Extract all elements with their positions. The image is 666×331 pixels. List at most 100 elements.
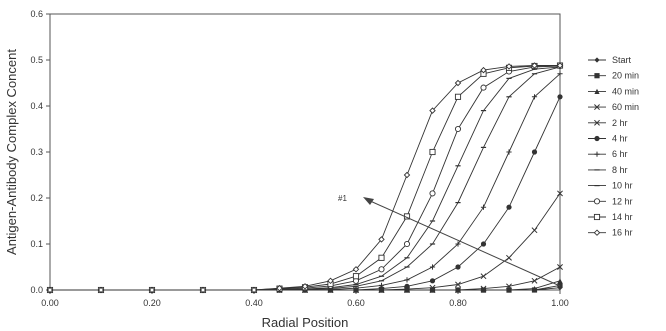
legend: Start 20 min 40 min 60 min 2 hr 4 hr 6 hr 8 hr 1… (588, 55, 639, 238)
y-tick-label: 0.0 (30, 285, 43, 295)
data-point (480, 273, 487, 280)
legend-item: 40 min (588, 86, 639, 96)
series-12-hr (46, 62, 564, 294)
data-point (531, 149, 538, 155)
data-point (480, 66, 487, 74)
data-point (403, 240, 411, 248)
data-point (557, 264, 563, 270)
data-point (505, 63, 513, 70)
data-point (556, 62, 564, 69)
x-tick-label: 0.20 (143, 298, 161, 308)
data-point (531, 62, 538, 69)
x-tick-label: 0.40 (245, 298, 263, 308)
legend-item: 10 hr (588, 181, 633, 191)
y-tick-label: 0.2 (30, 193, 43, 203)
series-14-hr (46, 62, 564, 294)
legend-item: 2 hr (588, 118, 628, 128)
series-4-hr (47, 94, 563, 293)
series-line-8-hr (50, 66, 561, 291)
data-point (480, 241, 487, 247)
legend-label: 16 hr (612, 228, 633, 238)
legend-label: 2 hr (612, 118, 628, 128)
x-axis-ticks: 0.00 0.20 0.40 0.60 0.80 1.00 (41, 290, 569, 308)
data-point (250, 286, 258, 294)
data-point (429, 107, 436, 114)
legend-label: 12 hr (612, 196, 633, 206)
data-point (455, 264, 461, 270)
series-line-16-hr (50, 65, 560, 291)
data-point (429, 148, 436, 156)
data-point (378, 266, 385, 273)
data-point (455, 281, 461, 288)
legend-item: 6 hr (588, 149, 628, 159)
annotation-arrow (367, 199, 561, 287)
data-point (557, 190, 563, 197)
data-point (378, 282, 385, 288)
legend-marker (594, 88, 600, 94)
data-point (404, 287, 410, 293)
y-tick-label: 0.3 (30, 147, 43, 157)
x-tick-label: 0.60 (347, 298, 365, 308)
legend-marker (594, 135, 600, 142)
data-point (557, 71, 563, 77)
legend-item: 4 hr (588, 134, 628, 144)
data-point (429, 264, 436, 270)
series-line-10-hr (50, 66, 561, 291)
legend-label: 8 hr (612, 165, 628, 175)
legend-label: 4 hr (612, 134, 628, 144)
plot-area (49, 13, 561, 291)
legend-marker (594, 57, 600, 63)
data-point (327, 277, 334, 285)
y-tick-label: 0.1 (30, 239, 43, 249)
data-point (454, 125, 462, 133)
data-point (506, 204, 512, 210)
series-line-14-hr (50, 65, 561, 291)
legend-marker (594, 104, 600, 111)
data-point (46, 286, 54, 294)
annotation-label: #1 (338, 194, 347, 203)
data-point (148, 286, 156, 294)
legend-label: 14 hr (612, 212, 633, 222)
data-point (429, 190, 436, 197)
data-point (506, 283, 512, 290)
series-group (46, 62, 564, 294)
data-point (352, 273, 360, 280)
legend-label: 40 min (612, 86, 639, 96)
data-point (506, 287, 512, 293)
annotation: #1 (338, 194, 561, 287)
legend-item: 12 hr (588, 196, 633, 206)
data-point (429, 278, 436, 284)
legend-item: 16 hr (588, 228, 633, 238)
series-line-4-hr (50, 96, 561, 291)
y-tick-label: 0.4 (30, 101, 43, 111)
annotation-arrowhead (363, 197, 374, 205)
legend-marker (594, 119, 600, 126)
data-point (429, 287, 436, 293)
legend-label: 6 hr (612, 149, 628, 159)
data-point (480, 204, 487, 210)
x-tick-label: 1.00 (551, 298, 569, 308)
legend-label: 60 min (612, 102, 639, 112)
legend-label: 20 min (612, 71, 639, 81)
legend-item: 60 min (588, 102, 639, 112)
data-point (276, 284, 283, 292)
data-point (301, 283, 309, 290)
data-point (378, 254, 385, 261)
series-16-hr (46, 62, 564, 294)
data-point (429, 284, 436, 291)
data-point (531, 286, 538, 292)
legend-marker (593, 213, 601, 221)
data-point (557, 278, 563, 284)
data-point (557, 94, 563, 100)
data-point (404, 283, 410, 289)
legend-label: Start (612, 55, 632, 65)
data-point (199, 286, 207, 294)
legend-item: 20 min (588, 71, 639, 81)
y-tick-label: 0.5 (30, 55, 43, 65)
data-point (403, 171, 411, 179)
data-point (404, 277, 410, 283)
legend-marker (594, 73, 600, 79)
data-point (480, 287, 487, 293)
series-line-12-hr (50, 65, 561, 291)
